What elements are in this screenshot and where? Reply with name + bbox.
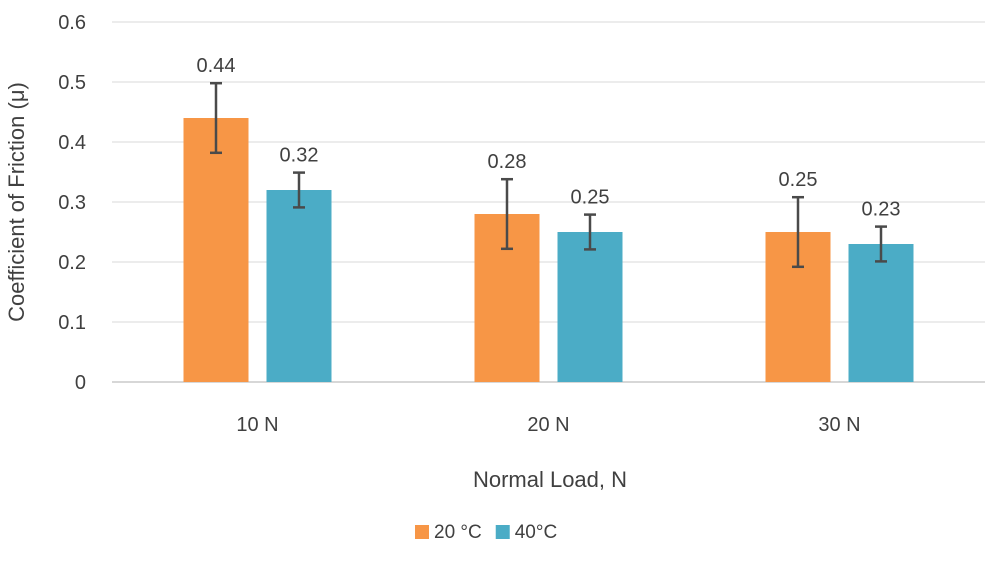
bars: [183, 118, 914, 382]
x-tick-label: 30 N: [818, 414, 860, 436]
error-bars: [210, 81, 887, 269]
data-label: 0.32: [280, 145, 319, 167]
bar: [848, 244, 914, 382]
x-tick-label: 20 N: [527, 414, 569, 436]
data-label: 0.44: [197, 55, 236, 77]
x-tick-label: 10 N: [236, 414, 278, 436]
y-tick-label: 0.1: [58, 312, 86, 334]
legend: 20 °C 40°C: [415, 522, 557, 543]
y-tick-label: 0.4: [58, 132, 86, 154]
gridlines: [112, 21, 985, 383]
legend-swatch: [415, 525, 429, 539]
legend-swatch: [495, 525, 510, 539]
x-axis-title: Normal Load, N: [473, 467, 627, 492]
data-label: 0.23: [862, 199, 901, 221]
data-labels: 0.44 0.32 0.28 0.25 0.25 0.23: [197, 55, 901, 220]
y-axis-title: Coefficient of Friction (μ): [4, 82, 29, 322]
data-label: 0.25: [779, 169, 818, 191]
y-tick-label: 0.2: [58, 252, 86, 274]
x-axis-ticks: 10 N 20 N 30 N: [236, 414, 860, 436]
y-tick-label: 0.5: [58, 72, 86, 94]
bar: [266, 190, 332, 382]
bar: [183, 118, 249, 382]
legend-label: 40°C: [515, 522, 557, 543]
data-label: 0.25: [571, 187, 610, 209]
y-tick-label: 0: [75, 372, 86, 394]
data-label: 0.28: [488, 151, 527, 173]
legend-label: 20 °C: [434, 522, 482, 543]
bar: [557, 232, 623, 382]
y-tick-label: 0.6: [58, 12, 86, 34]
y-tick-label: 0.3: [58, 192, 86, 214]
y-axis-ticks: 0 0.1 0.2 0.3 0.4 0.5 0.6: [58, 12, 86, 394]
